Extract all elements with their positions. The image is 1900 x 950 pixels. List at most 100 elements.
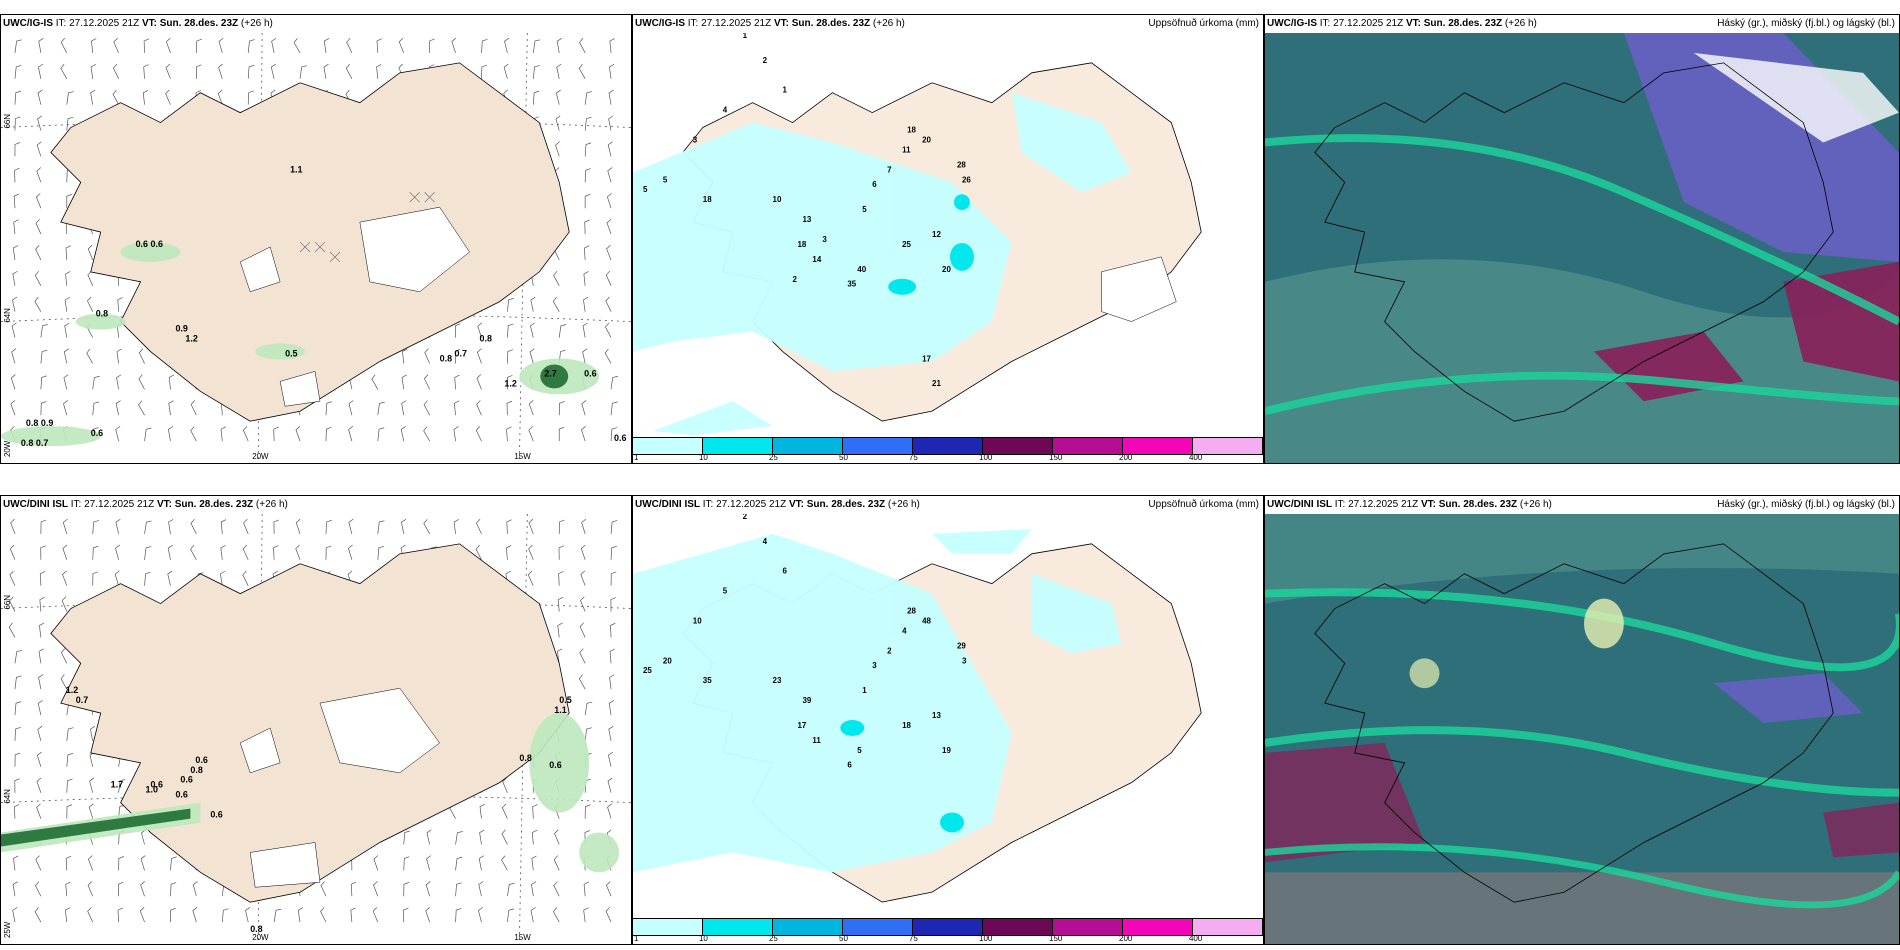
precip-amount-label: 25: [902, 240, 911, 249]
wind-barb: [453, 426, 459, 442]
wind-barb: [403, 882, 410, 897]
legend-swatch: [1193, 438, 1263, 454]
wind-speed-label: 0.9: [175, 324, 187, 334]
wind-barb: [14, 675, 22, 690]
precip-amount-label: 18: [797, 240, 806, 249]
wind-barb: [584, 142, 592, 157]
wind-barb: [398, 37, 405, 54]
cloud-map: [1265, 514, 1899, 944]
legend-swatch: [773, 438, 843, 454]
wind-barb: [170, 882, 177, 897]
wind-barb: [243, 518, 249, 535]
wind-barb: [190, 544, 197, 560]
legend-tick: 200: [1119, 453, 1133, 462]
wind-barb: [12, 907, 18, 923]
wind-barb: [377, 401, 385, 416]
wind-barb: [553, 881, 560, 897]
wind-barb: [273, 426, 279, 442]
precip-legend: 1 10 25 50 75 100 150 200 400: [633, 916, 1263, 944]
wind-barb: [168, 374, 175, 390]
precip-amount-label: 40: [857, 265, 866, 274]
wind-speed-label: 1.1: [290, 164, 302, 174]
wind-barb: [607, 167, 613, 183]
wind-map-canvas: 1.10.6 0.60.80.91.20.5 0.70.80.81.22.7 0.60…: [1, 33, 631, 463]
lead-time: (+26 h): [1519, 499, 1552, 510]
wind-barb: [34, 270, 42, 286]
legend-swatch: [703, 919, 773, 935]
wind-barb: [40, 545, 46, 560]
wind-barb: [530, 296, 536, 312]
wind-speed-labels: 1.10.6 0.60.80.91.20.5 0.70.80.81.22.7 0.60…: [21, 164, 627, 448]
legend-tick: 150: [1049, 934, 1063, 943]
wind-barb: [271, 37, 277, 53]
wind-barb: [273, 545, 279, 560]
wind-barb: [13, 219, 19, 235]
wind-barb: [168, 519, 174, 534]
wind-barb: [60, 64, 68, 79]
wind-barb: [426, 829, 432, 845]
wind-barb: [170, 907, 176, 923]
precip-amount-label: 5: [857, 746, 862, 755]
wind-barb: [87, 244, 94, 261]
precip-amount-label: 28: [957, 160, 966, 169]
valid-time: Sun. 28.des. 23Z: [791, 18, 871, 29]
wind-barb: [116, 348, 122, 364]
wind-barb: [453, 519, 459, 534]
legend-swatch: [983, 438, 1053, 454]
wind-barb: [38, 648, 44, 664]
wind-barb: [295, 426, 301, 442]
wind-speed-label: 0.7: [36, 438, 48, 448]
wind-barb: [584, 168, 591, 183]
wind-barb: [37, 63, 44, 79]
wind-barb: [528, 544, 534, 560]
panel-cloud-row2: UWC/DINI ISL IT: 27.12.2025 21Z VT: Sun.…: [1264, 495, 1900, 945]
lat-label-bottom: 25W: [3, 921, 12, 938]
wind-barb: [39, 571, 46, 586]
wind-barb: [221, 908, 229, 923]
wind-barb: [453, 400, 460, 416]
wind-barb: [476, 374, 482, 390]
wind-barb: [527, 570, 534, 586]
precip-amount-label: 2: [887, 646, 892, 655]
legend-swatch: [913, 438, 983, 454]
wind-barb: [92, 545, 99, 560]
wind-barb: [528, 518, 534, 535]
panel-header: UWC/IG-IS IT: 27.12.2025 21Z VT: Sun. 28…: [633, 15, 1263, 33]
wind-barb: [579, 622, 586, 638]
wind-barb: [605, 270, 612, 286]
precip-amount-label: 35: [847, 280, 856, 289]
wind-barb: [403, 907, 409, 923]
wind-barb: [423, 374, 430, 390]
wind-barb: [584, 701, 593, 716]
wind-barb: [506, 400, 513, 416]
wind-map-canvas: 1.20.70.60.80.60.60.60.60.80.60.51.10.81…: [1, 514, 631, 944]
wind-barb: [270, 63, 276, 79]
wind-barb: [190, 519, 197, 535]
wind-barb: [584, 727, 592, 741]
wind-barb: [610, 520, 618, 534]
precip-amount-label: 29: [957, 641, 966, 650]
wind-barb: [138, 374, 145, 390]
precip-map: 1 2 1 4 3 5 5 10 13 18 18 14 35 40 25 12 20 26 28 20 18 11 7 6 5…: [633, 33, 1263, 435]
wind-barb: [455, 323, 461, 338]
wind-barb: [454, 374, 460, 390]
wind-barb: [584, 91, 593, 105]
wind-barb: [217, 89, 223, 105]
wind-barb: [606, 219, 612, 235]
wind-speed-label: 1.2: [504, 378, 516, 388]
wind-barb: [92, 571, 99, 586]
wind-barb: [14, 39, 22, 53]
wind-barb: [584, 116, 592, 131]
cloud-title: Háský (gr.), miðský (fj.bl.) og lágský (…: [1717, 18, 1895, 29]
wind-barb: [584, 804, 591, 819]
wind-barb: [400, 426, 406, 442]
wind-barb: [34, 907, 42, 923]
wind-barb: [552, 296, 560, 312]
panel-header: UWC/IG-IS IT: 27.12.2025 21Z VT: Sun. 28…: [1, 15, 631, 33]
wind-barb: [605, 322, 612, 338]
wind-barb: [247, 90, 254, 105]
wind-barb: [610, 571, 617, 586]
wind-barb: [295, 518, 301, 535]
wind-barb: [8, 622, 16, 638]
wind-barb: [607, 777, 613, 793]
